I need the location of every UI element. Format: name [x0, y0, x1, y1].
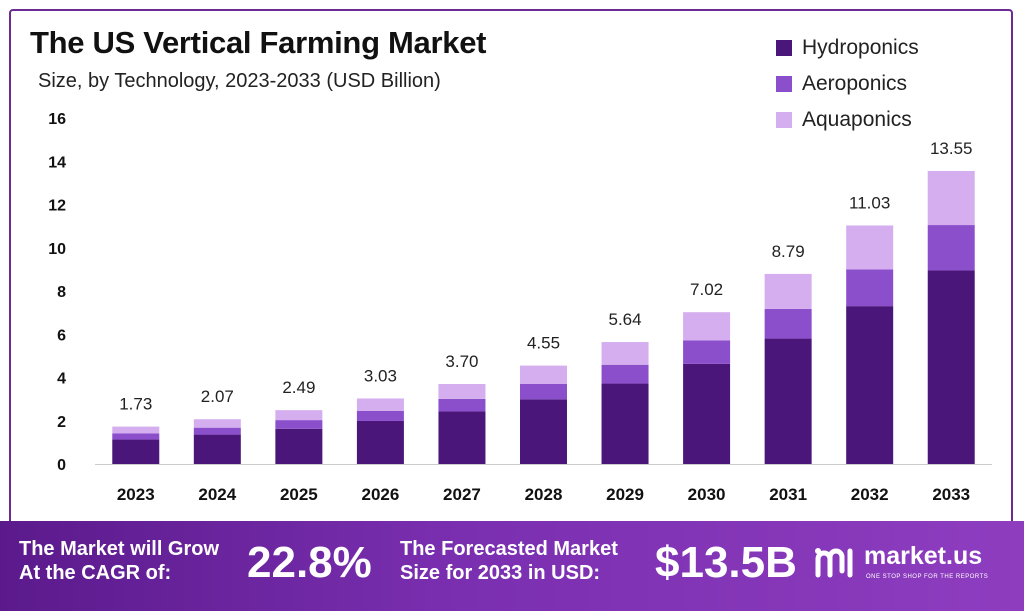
cagr-label-line2: At the CAGR of: [19, 562, 172, 584]
legend-label-hydroponics: Hydroponics [802, 36, 919, 59]
x-tick-label: 2028 [525, 485, 563, 504]
bar-segment-hydroponics [764, 338, 812, 464]
bar-segment-aeroponics [683, 340, 731, 364]
bar-total-label: 1.73 [119, 395, 152, 414]
bar-segment-hydroponics [112, 439, 160, 464]
bar-segment-hydroponics [275, 428, 323, 464]
bar-segment-hydroponics [520, 399, 567, 464]
bar-segment-aquaponics [356, 398, 404, 411]
bar-total-label: 2.07 [201, 387, 234, 406]
x-tick-label: 2031 [769, 485, 807, 504]
bar-total-label: 5.64 [608, 310, 641, 329]
bar-total-label: 3.03 [364, 366, 397, 385]
bar-total-label: 4.55 [527, 334, 560, 353]
bar-total-label: 11.03 [849, 193, 890, 212]
forecast-label-line1: The Forecasted Market [400, 538, 618, 560]
bar-segment-aeroponics [601, 364, 649, 384]
bar-total-label: 3.70 [445, 352, 478, 371]
y-tick-label: 16 [48, 111, 66, 128]
bar-segment-aquaponics [846, 225, 894, 270]
bar-segment-aeroponics [275, 420, 323, 429]
bar-segment-aquaponics [764, 273, 812, 309]
bar-segment-aquaponics [193, 419, 241, 428]
bar-segment-aquaponics [438, 383, 486, 399]
y-tick-label: 8 [57, 284, 66, 301]
bar-segment-hydroponics [193, 434, 241, 464]
chart-subtitle: Size, by Technology, 2023-2033 (USD Bill… [38, 70, 441, 92]
bar-segment-hydroponics [438, 411, 486, 464]
x-tick-label: 2024 [198, 485, 236, 504]
bar-segment-aquaponics [683, 312, 731, 341]
x-tick-label: 2026 [361, 485, 399, 504]
y-tick-label: 14 [48, 154, 66, 171]
legend-label-aeroponics: Aeroponics [802, 72, 908, 95]
bar-segment-hydroponics [846, 306, 894, 464]
x-tick-label: 2029 [606, 485, 644, 504]
market-us-logo-icon [815, 548, 853, 578]
cagr-label-line1: The Market will Grow [19, 538, 220, 560]
x-tick-label: 2033 [932, 485, 970, 504]
forecast-label-line2: Size for 2033 in USD: [400, 562, 601, 584]
y-tick-label: 6 [57, 327, 66, 344]
legend-swatch-aeroponics [776, 76, 792, 92]
legend-item-aeroponics: Aeroponics [776, 66, 919, 102]
bar-segment-hydroponics [356, 420, 404, 464]
legend-swatch-hydroponics [776, 40, 792, 56]
bar-segment-aeroponics [438, 398, 486, 412]
cagr-value: 22.8% [247, 538, 372, 587]
y-tick-label: 0 [57, 457, 66, 474]
bar-segment-aeroponics [356, 410, 404, 421]
x-tick-label: 2025 [280, 485, 318, 504]
bar-total-label: 7.02 [690, 280, 723, 299]
logo-text: market.us [864, 542, 983, 570]
y-tick-label: 12 [48, 198, 66, 215]
bar-segment-hydroponics [683, 363, 731, 464]
bar-segment-aeroponics [764, 308, 812, 339]
chart-title: The US Vertical Farming Market [30, 25, 487, 60]
bar-segment-aeroponics [520, 383, 567, 400]
legend-label-aquaponics: Aquaponics [802, 108, 912, 131]
legend-swatch-aquaponics [776, 112, 792, 128]
legend: Hydroponics Aeroponics Aquaponics [776, 30, 919, 138]
x-tick-label: 2023 [117, 485, 155, 504]
bar-segment-aquaponics [601, 342, 649, 365]
footer-banner: The Market will Grow At the CAGR of: 22.… [0, 521, 1024, 611]
x-tick-label: 2030 [688, 485, 726, 504]
bar-segment-aquaponics [112, 426, 160, 434]
y-tick-label: 4 [57, 371, 66, 388]
bar-segment-hydroponics [927, 270, 975, 464]
logo-tagline: ONE STOP SHOP FOR THE REPORTS [866, 574, 989, 580]
bar-segment-aeroponics [193, 427, 241, 435]
legend-item-hydroponics: Hydroponics [776, 30, 919, 66]
y-tick-label: 2 [57, 414, 66, 431]
bar-segment-aquaponics [520, 365, 567, 384]
bar-segment-aquaponics [927, 170, 975, 226]
x-tick-label: 2032 [851, 485, 889, 504]
legend-item-aquaponics: Aquaponics [776, 102, 919, 138]
bar-total-label: 2.49 [282, 378, 315, 397]
bar-segment-hydroponics [601, 383, 649, 464]
bar-total-label: 8.79 [772, 242, 805, 261]
bar-segment-aeroponics [927, 225, 975, 271]
stacked-bar-chart: 0 2 4 6 8 10 12 14 16 1.73 2023 2.07 2024 2.49 2025 3.0… [48, 111, 992, 504]
x-tick-label: 2027 [443, 485, 481, 504]
bar-segment-aeroponics [846, 269, 894, 307]
bar-segment-aquaponics [275, 410, 323, 421]
bar-total-label: 13.55 [930, 139, 973, 158]
bar-segment-aeroponics [112, 433, 160, 440]
y-tick-label: 10 [48, 241, 66, 258]
forecast-value: $13.5B [655, 538, 797, 587]
